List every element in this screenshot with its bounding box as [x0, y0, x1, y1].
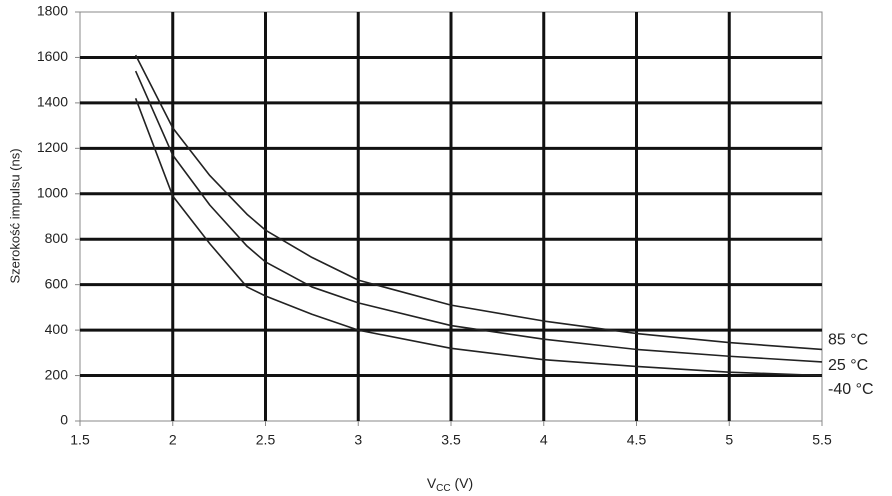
series-line	[134, 70, 823, 363]
series-label: 25 °C	[828, 357, 868, 374]
series-line	[134, 54, 823, 351]
y-tick-label: 200	[45, 366, 69, 382]
y-tick-label: 1200	[37, 139, 68, 155]
x-label-main: V	[427, 475, 437, 491]
y-tick-label: 600	[45, 275, 69, 291]
x-tick-label: 4	[540, 432, 548, 448]
x-tick-label: 1.5	[70, 432, 90, 448]
x-tick-label: 3	[354, 432, 362, 448]
y-tick-label: 1600	[37, 48, 68, 64]
x-tick-label: 2.5	[256, 432, 276, 448]
x-label-unit: (V)	[451, 475, 474, 491]
y-tick-label: 0	[60, 412, 68, 428]
x-tick-label: 5	[725, 432, 733, 448]
y-tick-label: 1400	[37, 94, 68, 110]
series-line	[134, 98, 823, 377]
y-tick-label: 800	[45, 230, 69, 246]
y-axis-label: Szerokość impulsu (ns)	[7, 148, 22, 283]
series-label: -40 °C	[828, 381, 874, 398]
x-tick-label: 4.5	[627, 432, 647, 448]
x-label-sub: CC	[436, 483, 450, 494]
x-tick-label: 2	[169, 432, 177, 448]
x-tick-label: 3.5	[441, 432, 461, 448]
x-tick-label: 5.5	[812, 432, 832, 448]
x-axis-label: VCC (V)	[427, 475, 473, 494]
y-tick-label: 1000	[37, 184, 68, 200]
series-label: 85 °C	[828, 332, 868, 349]
y-tick-label: 400	[45, 321, 69, 337]
y-tick-label: 1800	[37, 3, 68, 19]
